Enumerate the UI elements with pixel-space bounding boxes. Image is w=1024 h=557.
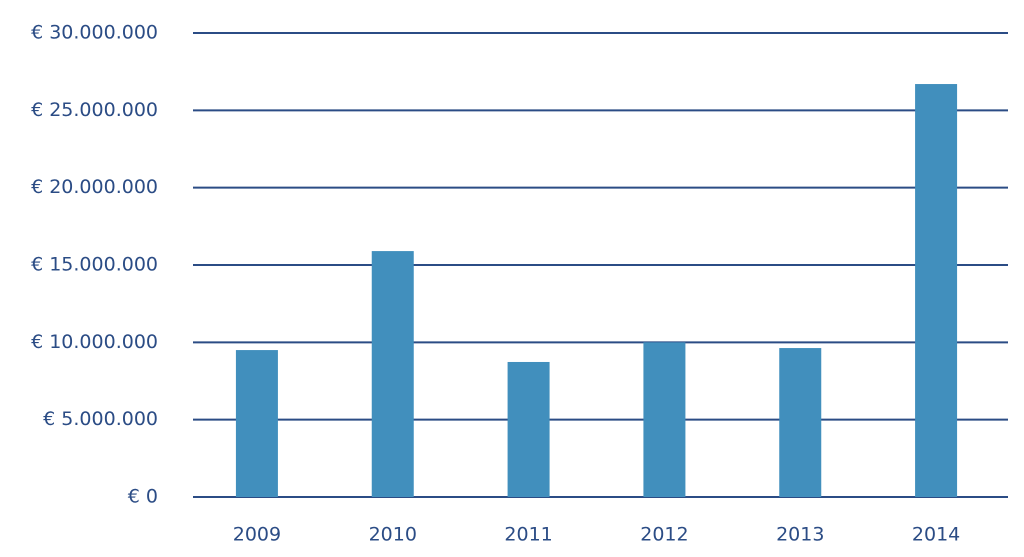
- x-tick-label: 2014: [912, 524, 960, 546]
- y-tick-label: € 30.000.000: [31, 22, 158, 44]
- y-tick-label: € 0: [128, 486, 158, 508]
- y-tick-label: € 10.000.000: [31, 331, 158, 353]
- x-tick-label: 2012: [640, 524, 688, 546]
- bar: [371, 251, 414, 497]
- bar: [235, 350, 278, 497]
- bar: [507, 361, 550, 497]
- x-tick-label: 2013: [776, 524, 824, 546]
- bar: [779, 348, 822, 497]
- y-tick-label: € 5.000.000: [43, 408, 158, 430]
- bar: [643, 342, 686, 497]
- x-tick-label: 2009: [233, 524, 281, 546]
- y-tick-label: € 15.000.000: [31, 254, 158, 276]
- bar: [915, 84, 958, 497]
- x-tick-label: 2010: [369, 524, 417, 546]
- y-tick-label: € 20.000.000: [31, 176, 158, 198]
- y-tick-label: € 25.000.000: [31, 99, 158, 121]
- x-tick-label: 2011: [504, 524, 552, 546]
